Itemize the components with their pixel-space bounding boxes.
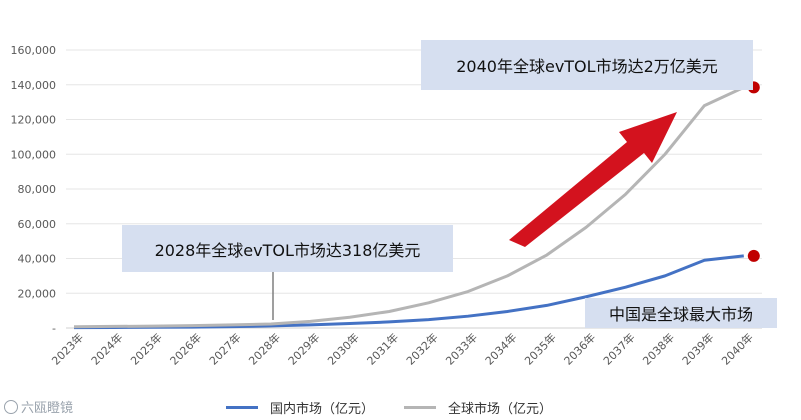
x-tick-label: 2033年: [443, 330, 480, 367]
y-tick-label: 160,000: [11, 44, 57, 57]
x-tick-label: 2035年: [521, 330, 558, 367]
x-tick-label: 2036年: [561, 330, 598, 367]
legend-label-global: 全球市场（亿元）: [448, 402, 553, 417]
x-tick-label: 2040年: [718, 330, 755, 367]
series-line-domestic: [73, 254, 744, 330]
x-tick-label: 2028年: [246, 330, 283, 367]
y-tick-labels: 160,000 140,000 120,000 100,000 80,000 60,000…: [11, 44, 57, 335]
y-tick-label: 100,000: [11, 148, 57, 161]
series-layer: [73, 85, 745, 330]
legend-swatch-global: [404, 406, 436, 409]
legend-item-domestic: 国内市场（亿元）: [226, 398, 374, 417]
x-tick-labels: 2023年 2024年 2025年 2026年 2027年 2028年 2029年 2030年…: [49, 330, 756, 367]
x-tick-label: 2029年: [285, 330, 322, 367]
legend-label-domestic: 国内市场（亿元）: [270, 402, 375, 417]
x-tick-label: 2023年: [49, 330, 86, 367]
annotation-2028: 2028年全球evTOL市场达318亿美元: [122, 225, 453, 272]
y-tick-label: 20,000: [18, 287, 57, 300]
end-marker-domestic: [747, 249, 760, 262]
y-tick-label: -: [52, 322, 56, 335]
x-tick-label: 2031年: [364, 330, 401, 367]
end-markers: [747, 81, 760, 262]
watermark-logo-icon: [4, 399, 18, 414]
x-tick-label: 2030年: [324, 330, 361, 367]
x-tick-label: 2039年: [679, 330, 716, 367]
legend-swatch-domestic: [226, 406, 258, 409]
x-tick-label: 2038年: [640, 330, 677, 367]
annotation-china: 中国是全球最大市场: [585, 298, 777, 328]
x-tick-label: 2034年: [482, 330, 519, 367]
x-tick-label: 2026年: [167, 330, 204, 367]
grid-layer: [66, 49, 762, 329]
x-tick-label: 2027年: [206, 330, 243, 367]
watermark-text: 六瓯瞪镜: [21, 401, 74, 416]
x-tick-label: 2037年: [600, 330, 637, 367]
series-line-global: [73, 85, 745, 329]
y-tick-label: 60,000: [18, 218, 57, 231]
y-tick-label: 80,000: [18, 183, 57, 196]
y-tick-label: 40,000: [18, 253, 57, 266]
y-tick-label: 120,000: [11, 114, 57, 127]
x-tick-label: 2024年: [88, 330, 125, 367]
growth-arrow: [509, 112, 677, 247]
annotation-2040: 2040年全球evTOL市场达2万亿美元: [421, 40, 753, 90]
y-tick-label: 140,000: [11, 79, 57, 92]
x-tick-label: 2025年: [127, 330, 164, 367]
legend-item-global: 全球市场（亿元）: [404, 398, 552, 417]
x-tick-label: 2032年: [403, 330, 440, 367]
watermark: 六瓯瞪镜: [4, 397, 73, 416]
